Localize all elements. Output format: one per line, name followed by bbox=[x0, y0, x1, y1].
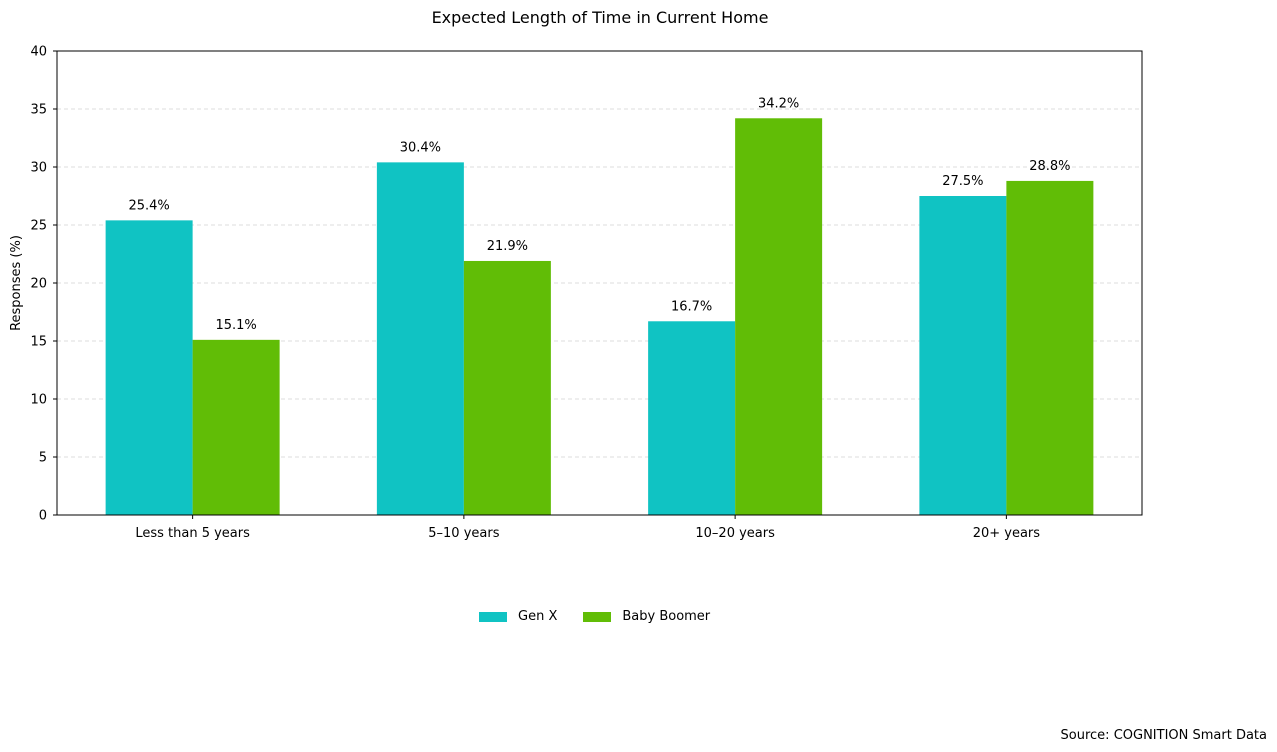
y-tick-label: 10 bbox=[30, 393, 47, 408]
x-axis: Less than 5 years 5–10 years 10–20 years 20… bbox=[135, 515, 1040, 541]
bar bbox=[192, 339, 280, 515]
data-label: 34.2% bbox=[758, 96, 799, 111]
data-label: 27.5% bbox=[942, 174, 983, 189]
chart-title: Expected Length of Time in Current Home bbox=[431, 8, 769, 27]
data-label: 30.4% bbox=[400, 140, 441, 155]
y-axis-label: Responses (%) bbox=[9, 235, 24, 331]
data-labels: 25.4% 15.1% 30.4% 21.9% 16.7% 34.2% 27.5% 28.8% bbox=[128, 96, 1070, 333]
bar bbox=[376, 162, 464, 516]
legend: Gen X Baby Boomer bbox=[479, 609, 736, 624]
y-tick-label: 30 bbox=[30, 161, 47, 176]
source-note: Source: COGNITION Smart Data bbox=[1060, 728, 1267, 743]
y-tick-label: 25 bbox=[30, 219, 47, 234]
bar bbox=[105, 220, 193, 516]
bars bbox=[105, 118, 1094, 516]
data-label: 21.9% bbox=[487, 239, 528, 254]
legend-swatch-baby-boomer bbox=[583, 611, 612, 622]
legend-label-gen-x: Gen X bbox=[518, 609, 558, 624]
bar bbox=[463, 260, 551, 515]
y-tick-label: 35 bbox=[30, 103, 47, 118]
data-label: 16.7% bbox=[671, 299, 712, 314]
legend-item-gen-x: Gen X bbox=[479, 609, 557, 624]
y-tick-label: 5 bbox=[39, 451, 47, 466]
bar bbox=[648, 321, 736, 515]
legend-swatch-gen-x bbox=[479, 611, 507, 622]
data-label: 25.4% bbox=[128, 198, 169, 213]
y-tick-label: 40 bbox=[30, 45, 47, 60]
x-tick-label: 20+ years bbox=[973, 526, 1041, 541]
legend-label-baby-boomer: Baby Boomer bbox=[622, 609, 711, 624]
y-tick-label: 15 bbox=[30, 335, 47, 350]
bar bbox=[1006, 180, 1094, 516]
x-tick-label: Less than 5 years bbox=[135, 526, 250, 541]
bar bbox=[919, 196, 1007, 515]
y-axis: 0 5 10 15 20 25 30 35 40 bbox=[30, 45, 57, 524]
legend-item-baby-boomer: Baby Boomer bbox=[583, 609, 710, 624]
bar bbox=[735, 118, 823, 515]
y-tick-label: 0 bbox=[39, 509, 47, 524]
x-tick-label: 10–20 years bbox=[695, 526, 775, 541]
x-tick-label: 5–10 years bbox=[428, 526, 499, 541]
data-label: 28.8% bbox=[1029, 159, 1070, 174]
data-label: 15.1% bbox=[215, 318, 256, 333]
y-tick-label: 20 bbox=[30, 277, 47, 292]
